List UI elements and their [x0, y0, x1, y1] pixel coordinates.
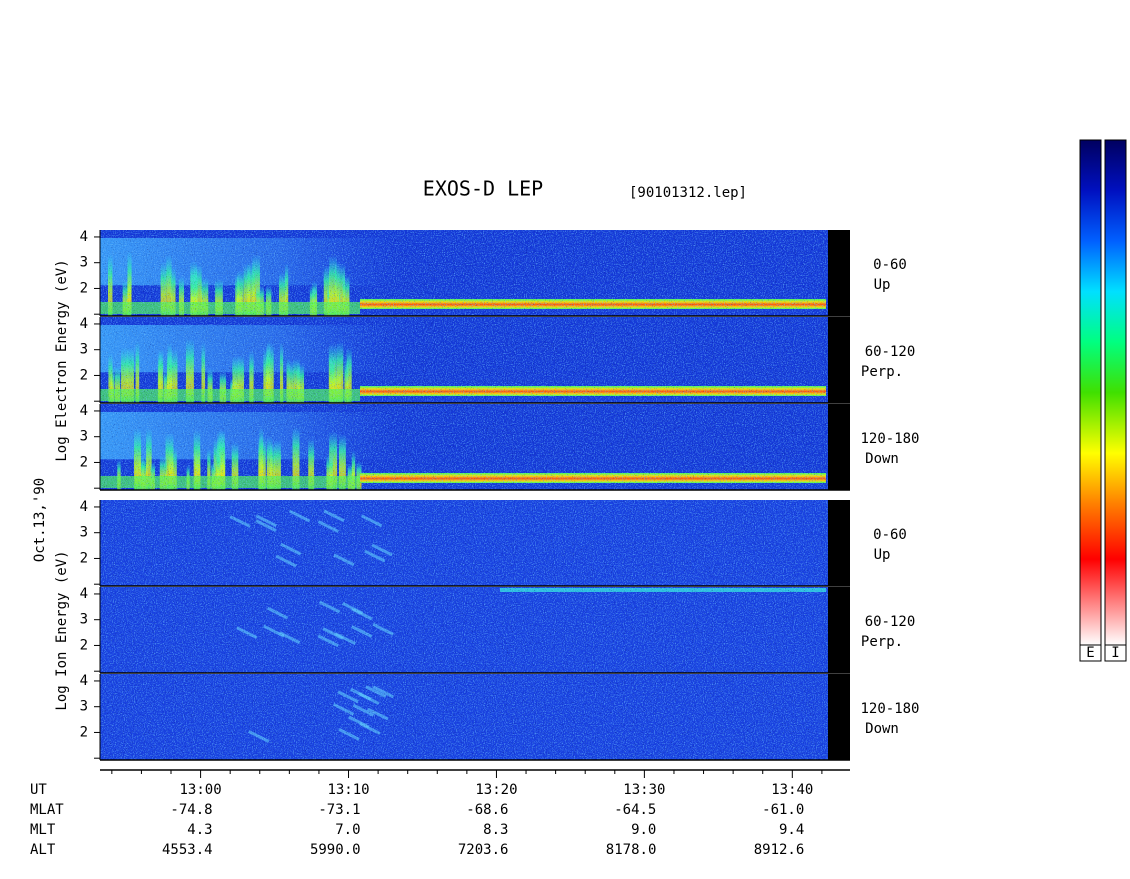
- ephemeris-value: -61.0: [762, 802, 804, 818]
- y-tick-label: 2: [80, 367, 88, 383]
- y-axis-label: Log Ion Energy (eV): [54, 550, 70, 710]
- panel-direction: Down: [865, 721, 899, 737]
- panel-range: 0-60: [873, 257, 907, 273]
- panel-range: 120-180: [860, 431, 919, 447]
- panel-black: [828, 500, 850, 586]
- panel-direction: Up: [874, 547, 891, 563]
- y-tick-label: 3: [80, 342, 88, 358]
- y-tick-label: 3: [80, 525, 88, 541]
- noise: [100, 674, 828, 760]
- x-tick-label: 13:10: [327, 782, 369, 798]
- x-tick-label: 13:30: [623, 782, 665, 798]
- y-tick-label: 2: [80, 724, 88, 740]
- panel-range: 120-180: [860, 701, 919, 717]
- panel-range: 60-120: [865, 344, 916, 360]
- colorbar-label-box: [1079, 644, 1102, 662]
- panel-range: 60-120: [865, 614, 916, 630]
- y-tick-label: 4: [80, 403, 88, 419]
- ephemeris-value: 9.0: [631, 822, 656, 838]
- x-tick-label: 13:40: [771, 782, 813, 798]
- spectrogram-panel: [100, 317, 850, 403]
- ephemeris-value: 5990.0: [310, 842, 361, 858]
- noise: [100, 500, 828, 586]
- noise: [100, 317, 828, 403]
- spectrogram-panel: [100, 674, 850, 760]
- panel-black: [828, 317, 850, 403]
- ephemeris-value: 8178.0: [606, 842, 657, 858]
- ephemeris-value: -68.6: [466, 802, 508, 818]
- ephemeris-value: -74.8: [170, 802, 212, 818]
- spectrogram-panel: [100, 500, 850, 586]
- x-tick-label: 13:20: [475, 782, 517, 798]
- spectrogram-panel: [100, 404, 850, 490]
- date-label: Oct.13,'90: [32, 478, 48, 562]
- y-tick-label: 3: [80, 699, 88, 715]
- panel-range: 0-60: [873, 527, 907, 543]
- panel-black: [828, 674, 850, 760]
- y-tick-label: 4: [80, 229, 88, 245]
- noise: [100, 587, 828, 673]
- colorbars: E I: [1079, 139, 1127, 662]
- panel-direction: Down: [865, 451, 899, 467]
- y-tick-label: 2: [80, 550, 88, 566]
- chart-title: EXOS-D LEP: [423, 177, 543, 201]
- colorbar-label: I: [1111, 645, 1119, 661]
- ephemeris-value: -73.1: [318, 802, 360, 818]
- y-tick-label: 2: [80, 454, 88, 470]
- colorbar-label-box: [1104, 644, 1127, 662]
- y-tick-label: 3: [80, 612, 88, 628]
- y-tick-label: 4: [80, 586, 88, 602]
- panel-direction: Up: [874, 277, 891, 293]
- noise: [100, 230, 828, 316]
- ephemeris-label: ALT: [30, 842, 56, 858]
- y-tick-label: 2: [80, 280, 88, 296]
- ephemeris-label: MLAT: [30, 802, 64, 818]
- ephemeris-value: 4553.4: [162, 842, 213, 858]
- ephemeris-value: 9.4: [779, 822, 804, 838]
- panel-black: [828, 230, 850, 316]
- ephemeris-value: 4.3: [187, 822, 212, 838]
- y-axis-label: Log Electron Energy (eV): [54, 259, 70, 461]
- panel-black: [828, 404, 850, 490]
- ephemeris-value: 8.3: [483, 822, 508, 838]
- ephemeris-value: -64.5: [614, 802, 656, 818]
- y-tick-label: 4: [80, 499, 88, 515]
- panel-direction: Perp.: [861, 364, 903, 380]
- colorbar: [1079, 139, 1102, 646]
- spectrogram-panel: [100, 230, 850, 316]
- y-tick-label: 3: [80, 429, 88, 445]
- ephemeris-value: 7203.6: [458, 842, 509, 858]
- panel-black: [828, 587, 850, 673]
- y-tick-label: 4: [80, 673, 88, 689]
- colorbar-label: E: [1086, 645, 1094, 661]
- panel-direction: Perp.: [861, 634, 903, 650]
- colorbar: [1104, 139, 1127, 646]
- x-tick-label: 13:00: [180, 782, 222, 798]
- spectrogram-panel: [100, 587, 850, 673]
- ephemeris-label: MLT: [30, 822, 56, 838]
- chart-subtitle: [90101312.lep]: [629, 185, 747, 201]
- y-tick-label: 3: [80, 255, 88, 271]
- y-tick-label: 2: [80, 637, 88, 653]
- ephemeris-value: 8912.6: [754, 842, 805, 858]
- ephemeris-value: 7.0: [335, 822, 360, 838]
- y-tick-label: 4: [80, 316, 88, 332]
- noise: [100, 404, 828, 490]
- ephemeris-label: UT: [30, 782, 47, 798]
